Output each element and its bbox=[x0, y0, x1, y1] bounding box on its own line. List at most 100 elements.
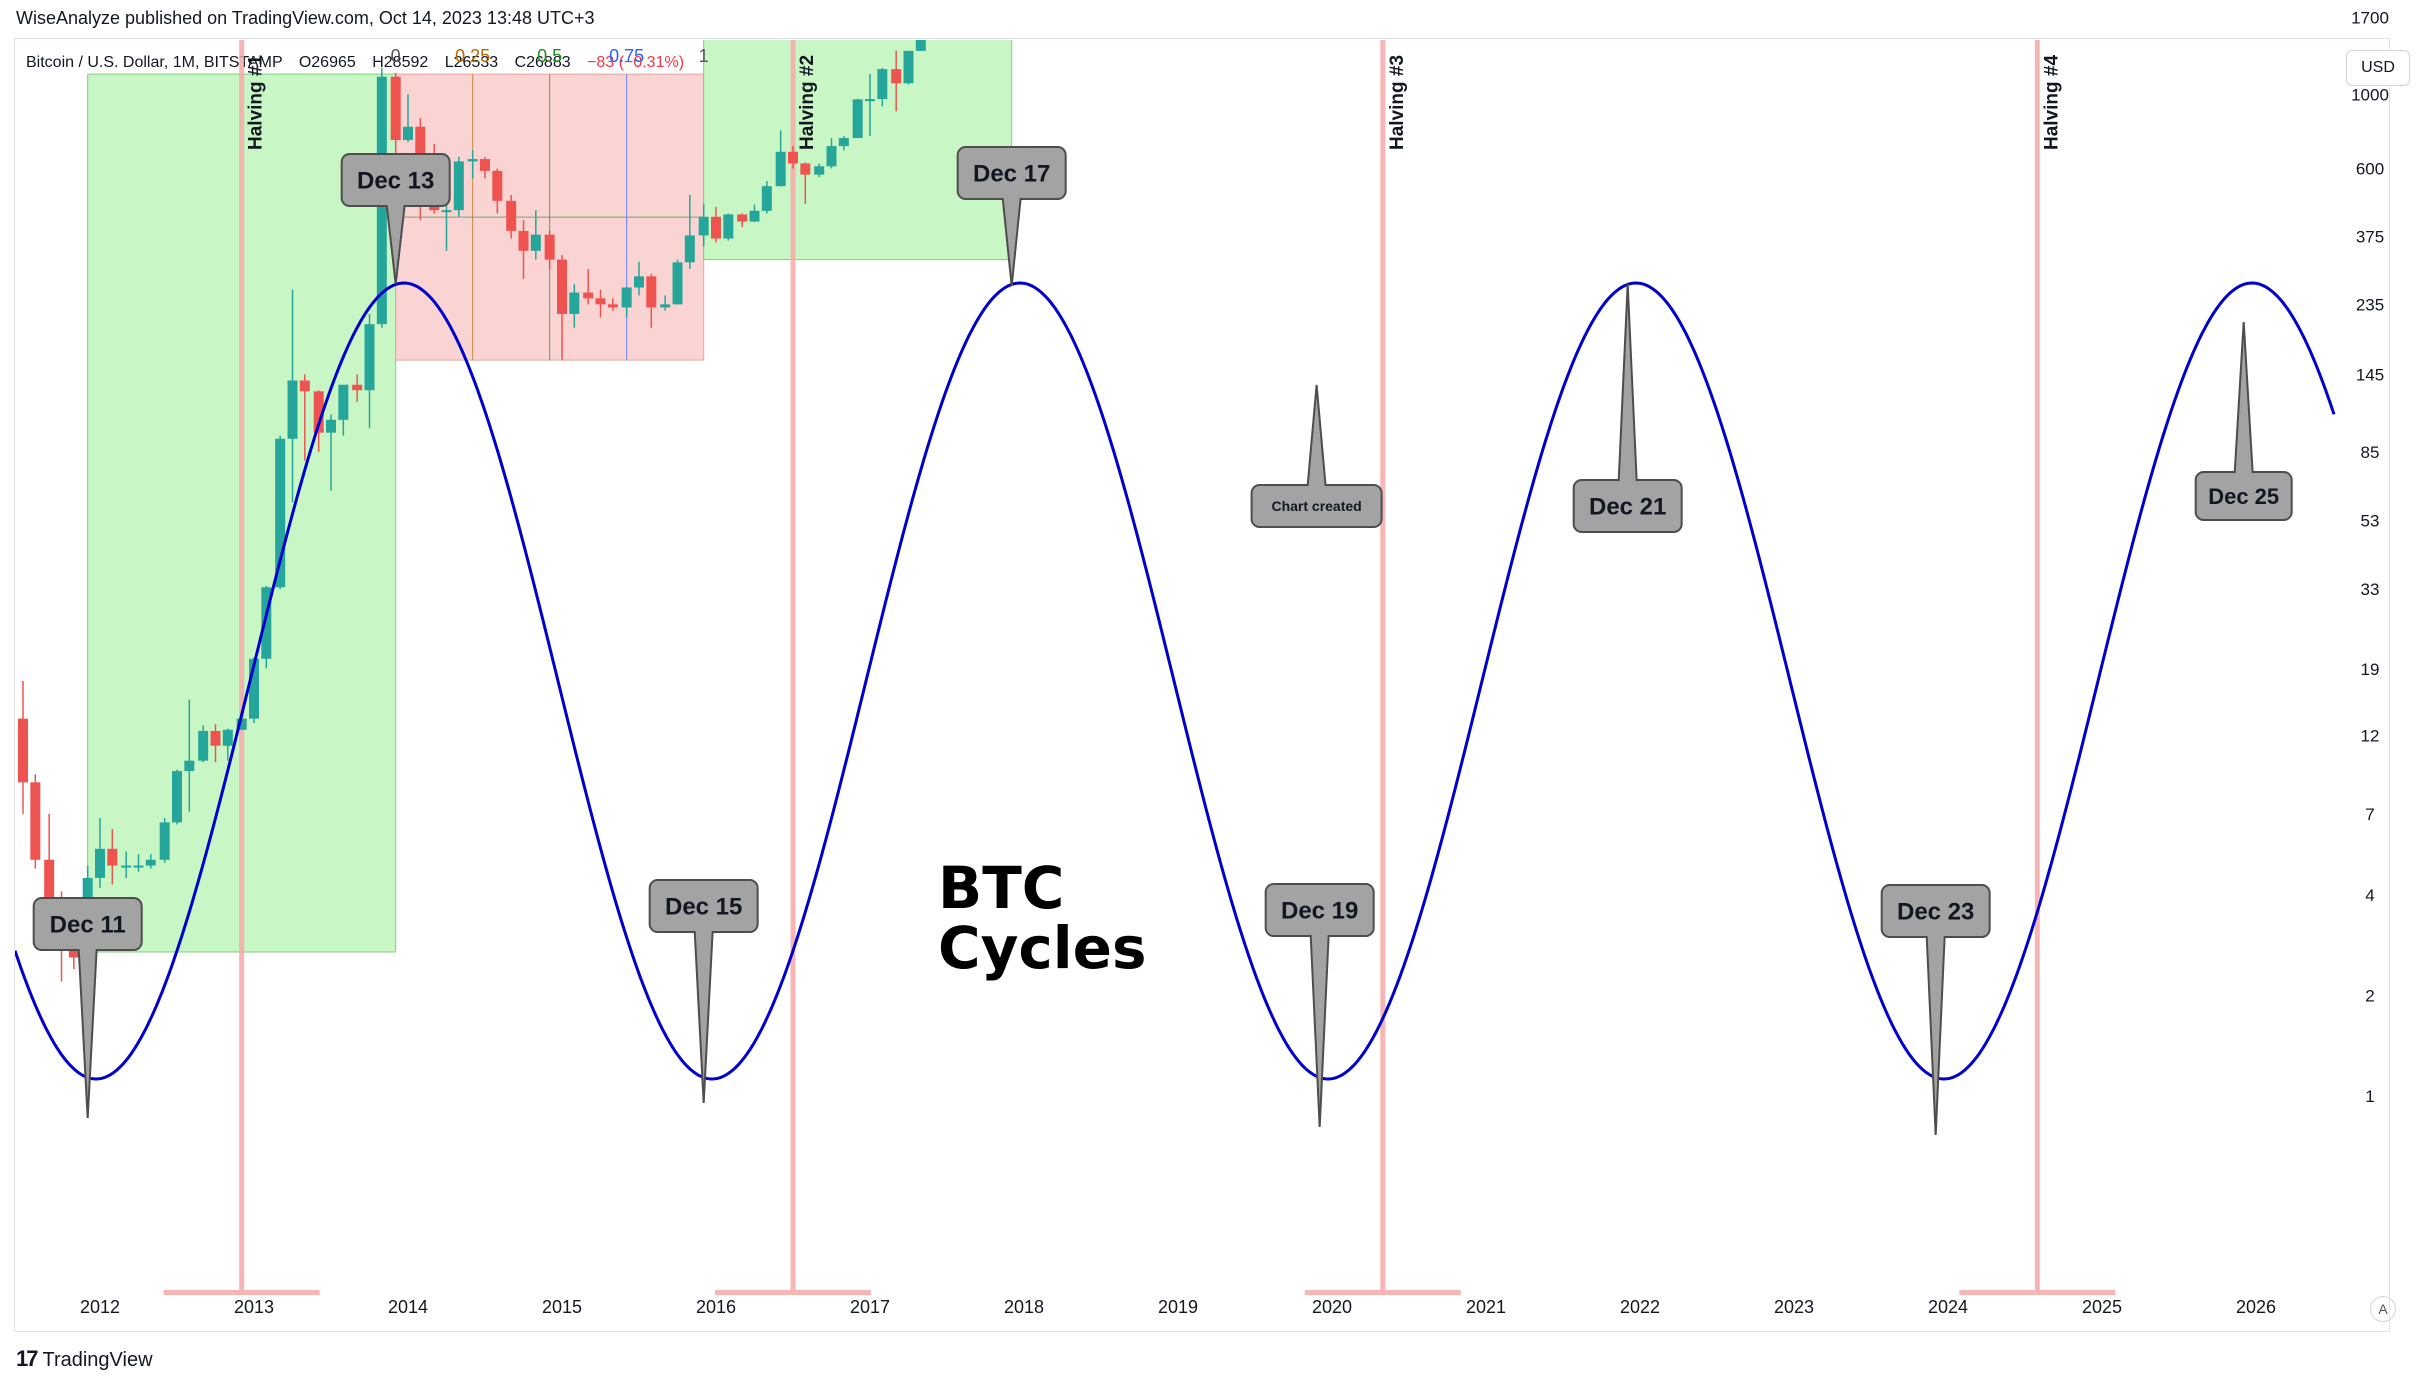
up-candle bbox=[467, 159, 478, 162]
up-candle bbox=[159, 822, 170, 860]
legend-symbol[interactable]: Bitcoin / U.S. Dollar, 1M, BITSTAMP bbox=[26, 54, 283, 71]
down-candle bbox=[313, 391, 324, 433]
callout-trough-dec15-label: Dec 15 bbox=[665, 894, 742, 921]
up-candle bbox=[684, 235, 695, 263]
up-candle bbox=[403, 126, 413, 141]
callout-peak-dec17-pointer bbox=[1001, 197, 1022, 287]
up-candle bbox=[326, 419, 336, 433]
up-candle bbox=[145, 859, 156, 866]
down-candle bbox=[506, 200, 517, 231]
legend-low: L26533 bbox=[444, 54, 499, 71]
footer-brand: TradingView bbox=[42, 1349, 153, 1371]
halving-label: Halving #3 bbox=[1387, 55, 1408, 150]
up-candle bbox=[530, 234, 541, 251]
callout-trough-dec23: Dec 23 bbox=[1880, 884, 1991, 1136]
up-candle bbox=[852, 99, 863, 139]
y-tick-label: 1000 bbox=[2351, 85, 2389, 104]
up-candle bbox=[660, 304, 671, 308]
up-candle bbox=[338, 384, 349, 420]
y-tick-label: 85 bbox=[2361, 443, 2380, 462]
down-candle bbox=[607, 304, 618, 308]
x-tick-label: 2016 bbox=[696, 1297, 736, 1317]
down-candle bbox=[711, 216, 721, 239]
down-candle bbox=[788, 151, 798, 164]
y-tick-label: 19 bbox=[2361, 660, 2380, 679]
y-tick-label: 375 bbox=[2356, 228, 2384, 247]
up-candle bbox=[749, 210, 760, 222]
y-tick-label: 4 bbox=[2365, 886, 2374, 905]
x-tick-label: 2012 bbox=[80, 1297, 120, 1317]
y-tick-label: 235 bbox=[2356, 295, 2384, 314]
legend-high: H28592 bbox=[372, 54, 429, 71]
x-tick-label: 2023 bbox=[1774, 1297, 1814, 1317]
up-candle bbox=[236, 718, 247, 730]
callout-peak-dec21-label: Dec 21 bbox=[1589, 494, 1666, 521]
up-candle bbox=[133, 865, 144, 868]
down-candle bbox=[352, 384, 363, 391]
up-candle bbox=[723, 214, 734, 239]
callout-peak-dec21-pointer bbox=[1617, 283, 1638, 482]
up-candle bbox=[261, 587, 272, 659]
halving-label: Halving #1 bbox=[246, 55, 267, 150]
up-candle bbox=[184, 760, 195, 772]
down-candle bbox=[544, 234, 555, 260]
down-candle bbox=[210, 730, 221, 746]
down-candle bbox=[480, 159, 490, 171]
halving-line bbox=[239, 40, 245, 1295]
callout-peak-dec13: Dec 13 bbox=[340, 153, 451, 285]
up-candle bbox=[634, 276, 644, 288]
x-tick-label: 2018 bbox=[1004, 1297, 1044, 1317]
callout-chart-created: Chart created bbox=[1250, 384, 1383, 528]
callout-peak-dec25-pointer bbox=[2233, 321, 2254, 474]
halving-label: Halving #4 bbox=[2041, 55, 2062, 150]
up-candle bbox=[814, 166, 825, 175]
down-candle bbox=[18, 718, 28, 783]
legend-open: O26965 bbox=[298, 54, 356, 71]
y-tick-label: 33 bbox=[2361, 580, 2380, 599]
up-candle bbox=[95, 848, 105, 878]
callout-trough-dec19-label: Dec 19 bbox=[1281, 898, 1358, 925]
callout-peak-dec25: Dec 25 bbox=[2194, 321, 2293, 521]
callout-peak-dec13-label: Dec 13 bbox=[357, 168, 434, 195]
callout-trough-dec15-pointer bbox=[693, 930, 714, 1104]
down-candle bbox=[107, 848, 118, 866]
halving-line bbox=[790, 40, 796, 1295]
x-tick-label: 2017 bbox=[850, 1297, 890, 1317]
halving-date-label-bg bbox=[1304, 1290, 1461, 1295]
y-tick-label: 7 bbox=[2365, 805, 2374, 824]
x-tick-label: 2015 bbox=[542, 1297, 582, 1317]
down-candle bbox=[583, 292, 594, 299]
x-tick-label: 2024 bbox=[1928, 1297, 1968, 1317]
currency-selector[interactable]: USD bbox=[2346, 50, 2410, 86]
callout-trough-dec19-pointer bbox=[1309, 934, 1330, 1128]
x-tick-label: 2026 bbox=[2236, 1297, 2276, 1317]
down-candle bbox=[891, 69, 902, 84]
x-tick-label: 2020 bbox=[1312, 1297, 1352, 1317]
down-candle bbox=[299, 380, 310, 392]
down-candle bbox=[595, 298, 606, 305]
callout-chart-created-label: Chart created bbox=[1271, 498, 1361, 514]
callout-trough-dec19: Dec 19 bbox=[1264, 883, 1375, 1128]
symbol-legend: Bitcoin / U.S. Dollar, 1M, BITSTAMP O269… bbox=[26, 54, 684, 72]
up-candle bbox=[364, 324, 375, 391]
four-year-cycle-sine-curve bbox=[15, 281, 2336, 1081]
down-candle bbox=[390, 76, 401, 141]
halving-date-label: Fri 01 Jul '16 bbox=[745, 1296, 842, 1315]
callout-peak-dec21: Dec 21 bbox=[1572, 283, 1683, 533]
auto-scale-button[interactable]: A bbox=[2370, 1296, 2396, 1322]
up-candle bbox=[172, 771, 182, 823]
published-by: WiseAnalyze published on TradingView.com… bbox=[16, 8, 595, 28]
down-candle bbox=[492, 170, 503, 201]
callout-trough-dec23-pointer bbox=[1925, 935, 1946, 1136]
legend-change: −83 (−0.31%) bbox=[587, 54, 685, 71]
fib-label: 0.25 bbox=[455, 46, 490, 66]
halving-line bbox=[2034, 40, 2040, 1295]
x-tick-label: 2013 bbox=[234, 1297, 274, 1317]
fib-label: 0.75 bbox=[609, 46, 644, 66]
up-candle bbox=[775, 151, 786, 187]
down-candle bbox=[30, 782, 41, 860]
x-tick-label: 2014 bbox=[388, 1297, 428, 1317]
callout-peak-dec17: Dec 17 bbox=[956, 146, 1067, 287]
halving-date-label-bg bbox=[1959, 1290, 2116, 1295]
